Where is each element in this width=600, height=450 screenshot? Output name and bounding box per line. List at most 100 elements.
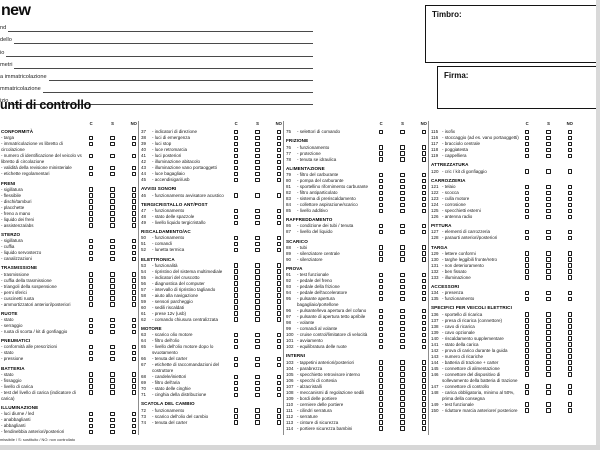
checkbox[interactable] — [276, 420, 281, 425]
checkbox[interactable] — [525, 214, 530, 219]
checkbox[interactable] — [276, 129, 281, 135]
checkbox[interactable] — [379, 151, 384, 156]
checkbox[interactable] — [131, 135, 136, 141]
checkbox[interactable] — [567, 296, 572, 302]
checkbox[interactable] — [421, 378, 426, 383]
checkbox[interactable] — [379, 308, 384, 314]
checkbox[interactable] — [525, 190, 530, 195]
checkbox[interactable] — [567, 129, 572, 135]
checkbox[interactable] — [379, 202, 384, 207]
checkbox[interactable] — [400, 314, 405, 320]
checkbox[interactable] — [89, 372, 94, 377]
checkbox[interactable] — [567, 147, 572, 153]
checkbox[interactable] — [567, 290, 572, 296]
checkbox[interactable] — [89, 193, 94, 198]
checkbox[interactable] — [131, 244, 136, 250]
checkbox[interactable] — [421, 129, 426, 135]
checkbox[interactable] — [110, 217, 115, 222]
checkbox[interactable] — [421, 414, 426, 419]
checkbox[interactable] — [400, 178, 405, 183]
checkbox[interactable] — [89, 429, 94, 435]
checkbox[interactable] — [421, 223, 426, 229]
checkbox[interactable] — [379, 196, 384, 201]
checkbox[interactable] — [379, 384, 384, 389]
checkbox[interactable] — [525, 202, 530, 207]
checkbox[interactable] — [255, 374, 260, 380]
checkbox[interactable] — [400, 420, 405, 425]
checkbox[interactable] — [131, 372, 136, 377]
checkbox[interactable] — [567, 263, 572, 268]
checkbox[interactable] — [110, 171, 115, 177]
checkbox[interactable] — [567, 251, 572, 256]
checkbox[interactable] — [400, 151, 405, 156]
checkbox[interactable] — [234, 135, 239, 141]
checkbox[interactable] — [400, 190, 405, 195]
checkbox[interactable] — [400, 145, 405, 150]
checkbox[interactable] — [546, 129, 551, 135]
checkbox[interactable] — [234, 299, 239, 304]
checkbox[interactable] — [400, 184, 405, 189]
checkbox[interactable] — [234, 374, 239, 380]
checkbox[interactable] — [421, 202, 426, 207]
checkbox[interactable] — [110, 411, 115, 417]
checkbox[interactable] — [421, 396, 426, 401]
checkbox[interactable] — [525, 235, 530, 241]
checkbox[interactable] — [234, 214, 239, 219]
checkbox[interactable] — [276, 153, 281, 159]
checkbox[interactable] — [276, 344, 281, 350]
checkbox[interactable] — [131, 272, 136, 277]
checkbox[interactable] — [276, 171, 281, 177]
checkbox[interactable] — [421, 384, 426, 389]
checkbox[interactable] — [89, 278, 94, 283]
checkbox[interactable] — [546, 296, 551, 302]
checkbox[interactable] — [110, 356, 115, 362]
checkbox[interactable] — [567, 141, 572, 147]
checkbox[interactable] — [379, 190, 384, 195]
checkbox[interactable] — [89, 302, 94, 307]
checkbox[interactable] — [525, 153, 530, 159]
checkbox[interactable] — [234, 247, 239, 253]
checkbox[interactable] — [546, 251, 551, 256]
checkbox[interactable] — [131, 411, 136, 417]
checkbox[interactable] — [546, 408, 551, 413]
checkbox[interactable] — [131, 141, 136, 147]
checkbox[interactable] — [234, 141, 239, 147]
checkbox[interactable] — [110, 211, 115, 216]
checkbox[interactable] — [379, 208, 384, 213]
checkbox[interactable] — [276, 247, 281, 253]
checkbox[interactable] — [546, 135, 551, 141]
checkbox[interactable] — [89, 272, 94, 277]
checkbox[interactable] — [421, 278, 426, 284]
checkbox[interactable] — [567, 402, 572, 407]
checkbox[interactable] — [276, 293, 281, 298]
checkbox[interactable] — [131, 290, 136, 295]
checkbox[interactable] — [421, 420, 426, 425]
checkbox[interactable] — [421, 338, 426, 344]
checkbox[interactable] — [546, 318, 551, 323]
checkbox[interactable] — [379, 408, 384, 413]
checkbox[interactable] — [89, 171, 94, 177]
form-field-line[interactable] — [48, 72, 313, 81]
checkbox[interactable] — [525, 169, 530, 174]
checkbox[interactable] — [379, 184, 384, 189]
checkbox[interactable] — [276, 386, 281, 392]
checkbox[interactable] — [234, 414, 239, 419]
checkbox[interactable] — [400, 284, 405, 290]
checkbox[interactable] — [379, 320, 384, 326]
checkbox[interactable] — [567, 214, 572, 219]
checkbox[interactable] — [255, 332, 260, 338]
checkbox[interactable] — [421, 251, 426, 256]
checkbox[interactable] — [276, 135, 281, 141]
checkbox[interactable] — [421, 196, 426, 201]
checkbox[interactable] — [131, 429, 136, 435]
checkbox[interactable] — [110, 378, 115, 383]
checkbox[interactable] — [131, 356, 136, 362]
checkbox[interactable] — [421, 426, 426, 431]
checkbox[interactable] — [131, 187, 136, 192]
checkbox[interactable] — [400, 414, 405, 419]
checkbox[interactable] — [131, 165, 136, 171]
checkbox[interactable] — [255, 141, 260, 147]
checkbox[interactable] — [131, 223, 136, 228]
checkbox[interactable] — [234, 159, 239, 165]
checkbox[interactable] — [234, 147, 239, 153]
